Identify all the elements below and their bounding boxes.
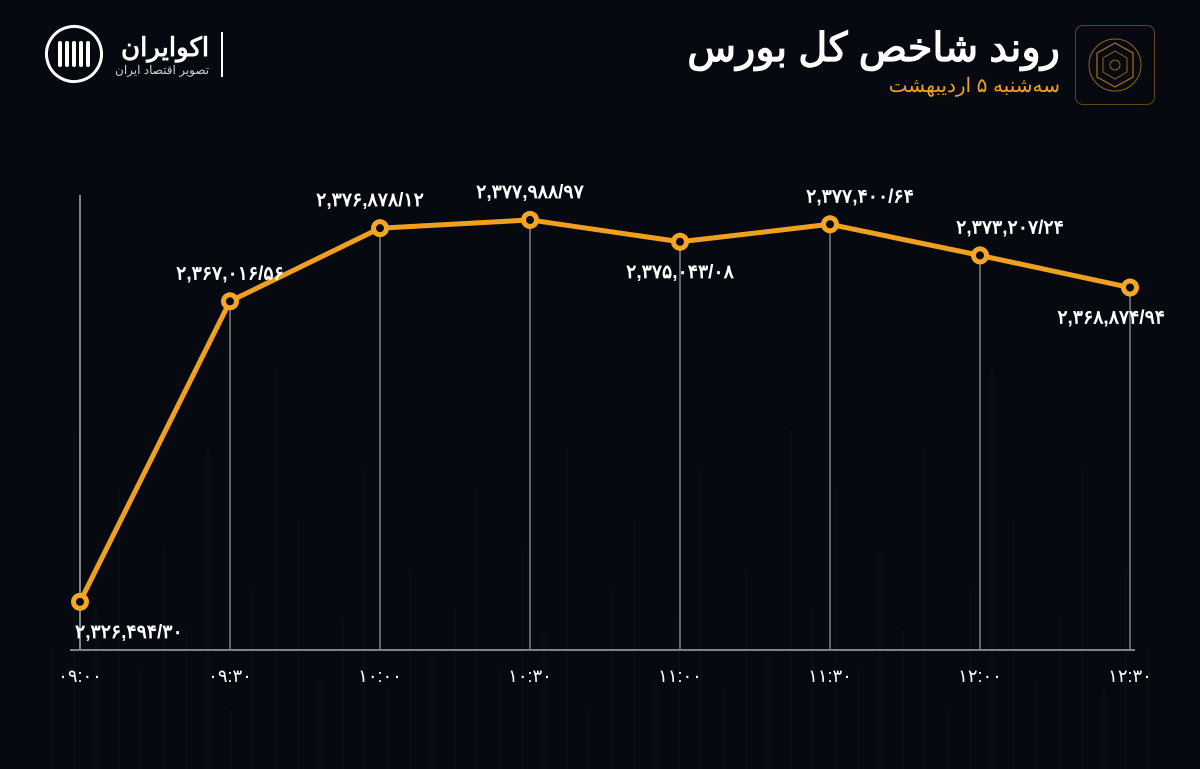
value-label: ۲,۳۷۷,۹۸۸/۹۷: [476, 182, 584, 203]
brand-name: اکوایران: [115, 32, 209, 63]
x-tick-label: ۱۱:۳۰: [808, 666, 852, 686]
data-marker-inner: [676, 238, 684, 246]
header: روند شاخص کل بورس سه‌شنبه ۵ اردیبهشت اکو…: [0, 25, 1200, 135]
page-subtitle: سه‌شنبه ۵ اردیبهشت: [687, 73, 1060, 98]
data-marker-inner: [76, 598, 84, 606]
data-marker-inner: [226, 297, 234, 305]
data-marker-inner: [1126, 284, 1134, 292]
data-marker-inner: [976, 251, 984, 259]
x-tick-label: ۱۰:۰۰: [358, 666, 402, 686]
x-tick-label: ۰۹:۰۰: [58, 666, 102, 686]
line-chart: ۲,۳۲۶,۴۹۴/۳۰ ۲,۳۶۷,۰۱۶/۵۶ ۲,۳۷۶,۸۷۸/۱۲ ۲,۳۷…: [70, 165, 1140, 709]
data-marker-inner: [826, 220, 834, 228]
chart-svg: ۲,۳۲۶,۴۹۴/۳۰ ۲,۳۶۷,۰۱۶/۵۶ ۲,۳۷۶,۸۷۸/۱۲ ۲,۳۷…: [70, 165, 1140, 709]
value-label: ۲,۳۷۵,۰۴۳/۰۸: [626, 262, 734, 283]
x-tick-label: ۱۱:۰۰: [658, 666, 702, 686]
exchange-seal-icon: [1075, 25, 1155, 105]
value-label: ۲,۳۶۷,۰۱۶/۵۶: [176, 263, 284, 284]
x-tick-label: ۱۰:۳۰: [508, 666, 552, 686]
data-marker-inner: [526, 216, 534, 224]
value-label: ۲,۳۷۶,۸۷۸/۱۲: [316, 190, 424, 211]
title-block: روند شاخص کل بورس سه‌شنبه ۵ اردیبهشت: [687, 25, 1155, 105]
x-tick-label: ۱۲:۳۰: [1108, 666, 1152, 686]
brand-tagline: تصویر اقتصاد ایران: [115, 63, 209, 77]
value-label: ۲,۳۶۸,۸۷۴/۹۴: [1057, 308, 1165, 329]
value-label: ۲,۳۷۳,۲۰۷/۲۴: [956, 217, 1064, 238]
brand-logo: اکوایران تصویر اقتصاد ایران: [45, 25, 223, 83]
x-tick-label: ۱۲:۰۰: [958, 666, 1002, 686]
x-tick-label: ۰۹:۳۰: [208, 666, 252, 686]
brand-mark-icon: [38, 18, 109, 89]
value-label: ۲,۳۷۷,۴۰۰/۶۴: [806, 186, 914, 207]
page-title: روند شاخص کل بورس: [687, 25, 1060, 71]
value-label: ۲,۳۲۶,۴۹۴/۳۰: [75, 622, 183, 643]
data-marker-inner: [376, 224, 384, 232]
